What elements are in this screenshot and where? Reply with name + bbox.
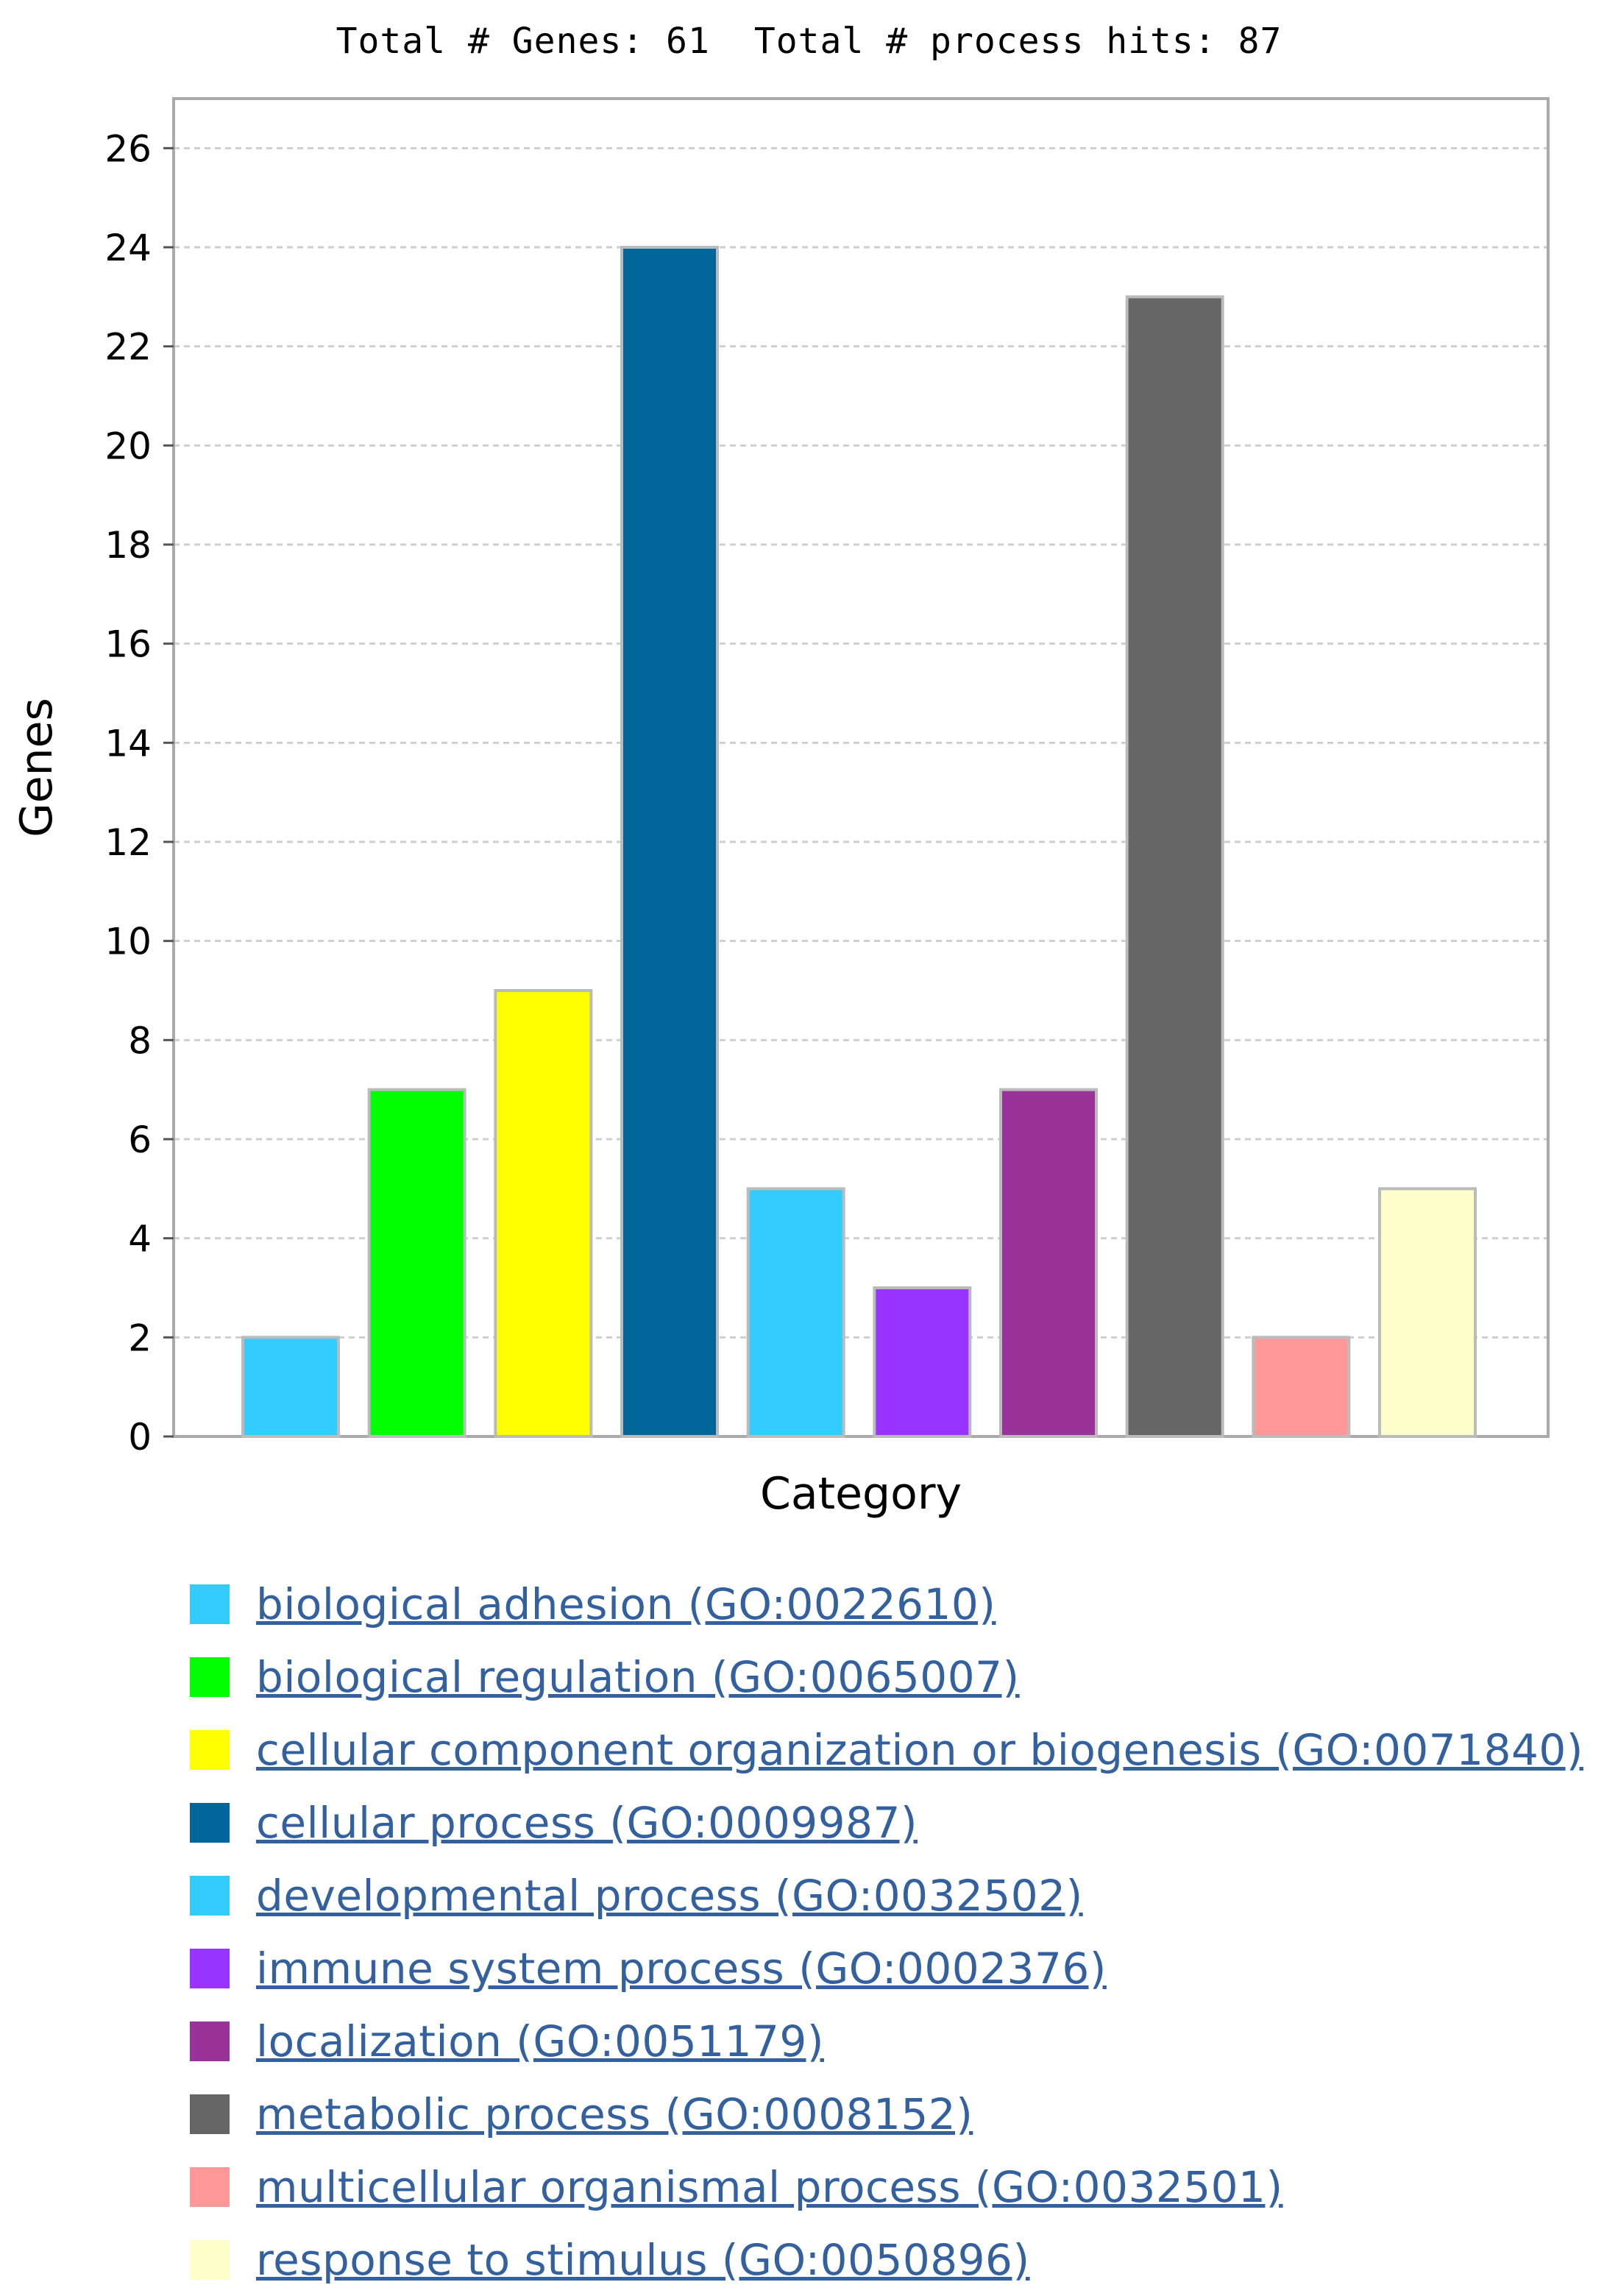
y-tick-label: 0 bbox=[128, 1416, 152, 1459]
bar bbox=[746, 1187, 845, 1439]
bar bbox=[494, 989, 593, 1438]
y-tick-label: 6 bbox=[128, 1119, 152, 1161]
bar bbox=[367, 1088, 466, 1438]
total-hits-label: Total # process hits: 87 bbox=[753, 21, 1282, 62]
legend-swatch bbox=[190, 2094, 230, 2134]
y-tick-label: 24 bbox=[104, 227, 152, 269]
legend-item: biological regulation (GO:0065007) bbox=[190, 1640, 1618, 1713]
y-tick-label: 8 bbox=[128, 1019, 152, 1062]
y-tick-label: 26 bbox=[104, 127, 152, 170]
bar bbox=[873, 1286, 972, 1438]
legend-category-link[interactable]: cellular component organization or bioge… bbox=[256, 1724, 1583, 1775]
y-tick-label: 12 bbox=[104, 821, 152, 864]
bar bbox=[999, 1088, 1098, 1438]
y-tick-label: 2 bbox=[128, 1317, 152, 1359]
y-tick-label: 18 bbox=[104, 524, 152, 567]
legend-swatch bbox=[190, 1584, 230, 1624]
legend-item: immune system process (GO:0002376) bbox=[190, 1932, 1618, 2005]
legend-category-link[interactable]: developmental process (GO:0032502) bbox=[256, 1870, 1083, 1921]
bars bbox=[241, 246, 1477, 1439]
legend-swatch bbox=[190, 1657, 230, 1697]
legend-item: localization (GO:0051179) bbox=[190, 2005, 1618, 2077]
legend-swatch bbox=[190, 1802, 230, 1843]
legend-swatch bbox=[190, 2239, 230, 2280]
legend-item: developmental process (GO:0032502) bbox=[190, 1859, 1618, 1932]
legend-item: cellular component organization or bioge… bbox=[190, 1713, 1618, 1786]
legend-swatch bbox=[190, 1729, 230, 1770]
legend-item: cellular process (GO:0009987) bbox=[190, 1786, 1618, 1859]
legend-swatch bbox=[190, 1948, 230, 1988]
legend-category-link[interactable]: localization (GO:0051179) bbox=[256, 2016, 824, 2066]
legend-item: biological adhesion (GO:0022610) bbox=[190, 1567, 1618, 1640]
legend-category-link[interactable]: response to stimulus (GO:0050896) bbox=[256, 2234, 1030, 2285]
legend-category-link[interactable]: biological adhesion (GO:0022610) bbox=[256, 1578, 996, 1629]
x-axis-label: Category bbox=[760, 1468, 962, 1520]
legend-item: metabolic process (GO:0008152) bbox=[190, 2077, 1618, 2150]
y-axis-label: Genes bbox=[11, 698, 63, 837]
y-tick-label: 10 bbox=[104, 921, 152, 963]
legend-category-link[interactable]: metabolic process (GO:0008152) bbox=[256, 2088, 973, 2139]
y-tick-label: 16 bbox=[104, 623, 152, 666]
legend-item: response to stimulus (GO:0050896) bbox=[190, 2223, 1618, 2296]
legend-item: multicellular organismal process (GO:003… bbox=[190, 2150, 1618, 2223]
legend-category-link[interactable]: immune system process (GO:0002376) bbox=[256, 1943, 1107, 1994]
chart-legend: biological adhesion (GO:0022610) biologic… bbox=[190, 1567, 1618, 2296]
bar bbox=[1252, 1336, 1351, 1439]
legend-swatch bbox=[190, 2166, 230, 2207]
y-tick-label: 22 bbox=[104, 326, 152, 369]
legend-category-link[interactable]: biological regulation (GO:0065007) bbox=[256, 1651, 1020, 1702]
bar bbox=[1125, 295, 1224, 1438]
y-tick-label: 14 bbox=[104, 722, 152, 765]
legend-swatch bbox=[190, 2021, 230, 2061]
legend-category-link[interactable]: multicellular organismal process (GO:003… bbox=[256, 2161, 1283, 2212]
y-tick-label: 20 bbox=[104, 425, 152, 467]
plot-area bbox=[172, 97, 1550, 1438]
chart-header: Total # Genes: 61 Total # process hits: 8… bbox=[0, 21, 1618, 79]
grid-lines bbox=[174, 146, 1548, 1339]
y-tick-label: 4 bbox=[128, 1218, 152, 1261]
bar bbox=[620, 246, 719, 1438]
legend-swatch bbox=[190, 1875, 230, 1916]
total-genes-label: Total # Genes: 61 bbox=[336, 21, 710, 62]
legend-category-link[interactable]: cellular process (GO:0009987) bbox=[256, 1797, 918, 1848]
bar bbox=[241, 1336, 340, 1439]
bar bbox=[1378, 1187, 1477, 1439]
